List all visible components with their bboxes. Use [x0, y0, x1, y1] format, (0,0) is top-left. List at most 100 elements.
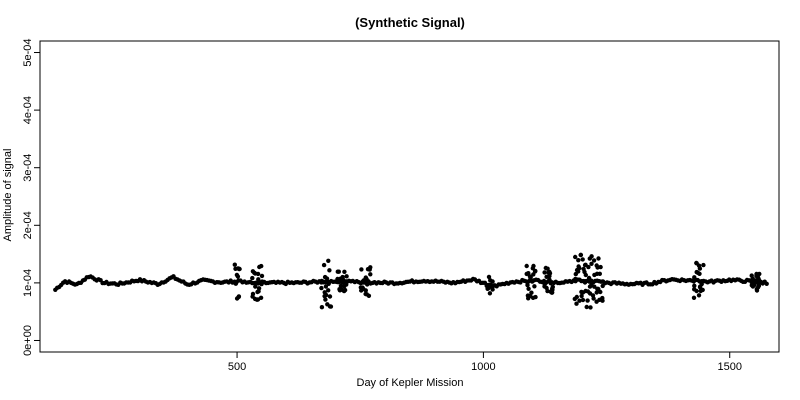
data-point	[363, 288, 368, 293]
data-point	[324, 292, 329, 298]
data-point	[598, 289, 603, 295]
data-point	[584, 304, 589, 310]
x-axis-label: Day of Kepler Mission	[357, 377, 464, 389]
data-point	[696, 293, 702, 298]
data-point	[585, 298, 590, 303]
data-point	[757, 271, 762, 277]
data-point	[697, 271, 702, 276]
data-point	[532, 284, 537, 289]
data-point	[691, 295, 697, 300]
data-point	[576, 258, 581, 263]
data-point	[255, 271, 261, 277]
data-point	[326, 288, 331, 293]
data-point	[342, 287, 348, 293]
data-point	[327, 268, 332, 273]
data-point	[526, 286, 531, 291]
data-point	[259, 273, 265, 279]
data-point	[524, 263, 529, 269]
y-axis-label: Amplitude of signal	[2, 149, 14, 242]
plot-frame	[39, 40, 780, 353]
data-point	[580, 297, 586, 303]
data-point	[764, 281, 769, 286]
y-axis: 0e+00 1e-04 2e-04 3e-04 4e-04 5e-04	[22, 38, 40, 356]
data-point	[550, 284, 555, 290]
data-point	[366, 293, 372, 298]
data-point	[323, 284, 329, 289]
data-point	[586, 264, 591, 270]
data-point	[326, 258, 331, 263]
data-point	[596, 256, 601, 261]
data-point	[319, 285, 324, 291]
data-point	[600, 295, 605, 301]
data-point	[490, 279, 495, 284]
data-point	[545, 266, 550, 271]
data-point	[591, 296, 596, 301]
x-tick-label: 500	[228, 361, 246, 373]
data-point	[594, 290, 599, 295]
data-point	[598, 264, 603, 270]
data-point	[700, 287, 705, 293]
data-point	[342, 269, 347, 274]
data-point	[581, 266, 586, 272]
data-point	[253, 284, 258, 289]
data-point	[344, 274, 349, 279]
data-point	[542, 270, 547, 275]
data-point	[573, 254, 578, 260]
data-point	[533, 294, 538, 300]
data-point	[258, 295, 264, 300]
data-point	[359, 267, 364, 272]
data-point	[574, 301, 579, 306]
data-point	[577, 298, 582, 303]
data-point	[487, 291, 493, 296]
data-point	[259, 263, 264, 269]
data-point	[547, 271, 553, 276]
data-point	[323, 297, 328, 302]
data-point	[579, 293, 584, 299]
data-point	[588, 305, 593, 310]
data-point	[368, 272, 373, 277]
data-point	[577, 265, 582, 271]
data-point	[694, 288, 699, 294]
data-point	[232, 262, 237, 267]
y-tick-label: 3e-04	[22, 154, 34, 182]
data-point	[236, 294, 241, 300]
data-point	[750, 284, 756, 289]
data-point	[529, 290, 534, 295]
data-point	[367, 267, 372, 272]
data-point	[533, 268, 538, 274]
data-point	[528, 275, 533, 280]
data-point	[591, 258, 597, 263]
data-points	[53, 252, 769, 310]
data-point	[486, 274, 492, 280]
y-tick-label: 1e-04	[22, 269, 34, 297]
y-tick-label: 4e-04	[22, 96, 34, 124]
data-point	[589, 261, 594, 266]
data-point	[574, 294, 579, 300]
data-point	[692, 283, 697, 288]
data-point	[256, 286, 262, 291]
data-point	[580, 257, 585, 262]
y-tick-label: 2e-04	[22, 211, 34, 239]
data-point	[335, 269, 340, 274]
data-point	[578, 252, 583, 258]
data-point	[597, 271, 602, 276]
data-point	[250, 275, 255, 281]
data-point	[550, 290, 555, 295]
data-point	[589, 254, 594, 259]
data-point	[697, 266, 703, 271]
data-point	[525, 282, 530, 288]
x-axis: 500 1000 1500	[228, 352, 742, 373]
data-point	[237, 266, 242, 272]
data-point	[755, 275, 761, 280]
x-tick-label: 1000	[471, 361, 495, 373]
data-point	[327, 294, 333, 299]
data-point	[338, 283, 344, 289]
y-tick-label: 5e-04	[22, 38, 34, 66]
chart-title: (Synthetic Signal)	[355, 15, 465, 30]
x-tick-label: 1500	[717, 361, 741, 373]
y-tick-label: 0e+00	[22, 325, 34, 356]
data-point	[701, 262, 706, 268]
data-point	[583, 272, 588, 278]
data-point	[319, 305, 325, 310]
